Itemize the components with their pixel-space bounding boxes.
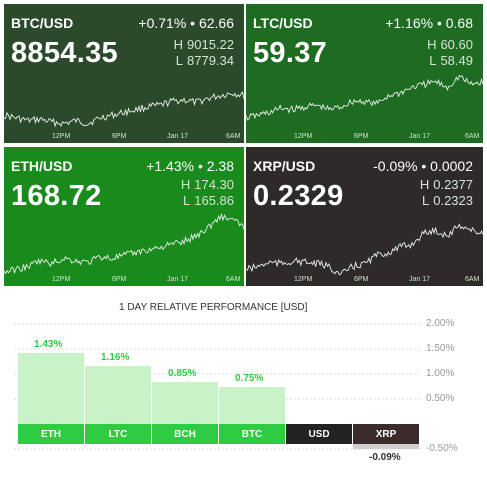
- pair-name: XRP/USD: [253, 158, 316, 174]
- high-key: H: [427, 37, 437, 52]
- x-label: 12PM: [294, 276, 313, 283]
- x-label: 6AM: [465, 133, 480, 140]
- high-row: H 174.30: [181, 177, 234, 192]
- xrp-usd-tile[interactable]: XRP/USD -0.09% • 0.0002 0.2329 H 0.2377 L…: [246, 147, 483, 286]
- category-chip-usd[interactable]: USD: [286, 424, 352, 444]
- performance-title: 1 DAY RELATIVE PERFORMANCE [USD]: [119, 302, 308, 313]
- y-tick-label: 1.50%: [426, 343, 455, 354]
- price-value: 0.2329: [253, 180, 344, 212]
- x-label: Jan 17: [167, 276, 189, 283]
- value-label: 0.85%: [168, 367, 197, 379]
- price-line: [246, 223, 483, 276]
- low-value: 0.2323: [433, 193, 473, 208]
- x-label: 6PM: [112, 133, 127, 140]
- low-row: L 0.2323: [422, 193, 473, 208]
- price-value: 8854.35: [11, 37, 118, 69]
- low-key: L: [175, 53, 183, 68]
- high-key: H: [180, 177, 191, 192]
- price-line: [4, 212, 244, 275]
- high-value: 9015.22: [187, 37, 234, 52]
- high-row: H 0.2377: [420, 177, 473, 192]
- y-tick-label: 1.00%: [426, 368, 455, 379]
- ltc-sparkline: [246, 74, 483, 121]
- value-label: 0.75%: [235, 372, 264, 384]
- bar-ltc: [85, 366, 151, 424]
- low-row: L 8779.34: [176, 53, 234, 68]
- x-label: Jan 17: [167, 133, 189, 140]
- pair-name: ETH/USD: [11, 158, 73, 174]
- low-row: L 165.86: [183, 193, 234, 208]
- category-chip-bch[interactable]: BCH: [152, 424, 218, 444]
- bar-btc: [219, 386, 285, 424]
- x-label: 6AM: [226, 276, 241, 283]
- y-tick-label: 2.00%: [426, 318, 455, 329]
- x-label: 6PM: [112, 276, 127, 283]
- x-label: Jan 17: [409, 133, 431, 140]
- x-label: 6AM: [226, 133, 241, 140]
- change-text: -0.09% • 0.0002: [373, 158, 473, 174]
- pair-name: LTC/USD: [253, 15, 313, 31]
- low-key: L: [429, 53, 437, 68]
- low-value: 58.49: [440, 53, 473, 68]
- value-label: 1.16%: [101, 352, 130, 363]
- y-tick-label: -0.50%: [426, 443, 458, 454]
- price-value: 59.37: [253, 37, 328, 69]
- bar-bch: [152, 381, 218, 424]
- value-label: 1.43%: [34, 338, 63, 350]
- high-value: 174.30: [194, 177, 234, 192]
- low-value: 8779.34: [187, 53, 234, 68]
- x-label: 12PM: [294, 133, 313, 140]
- eth-sparkline: [4, 212, 244, 275]
- high-key: H: [173, 37, 183, 52]
- high-value: 60.60: [440, 37, 473, 52]
- change-text: +1.16% • 0.68: [385, 15, 473, 31]
- x-label: 6PM: [354, 276, 369, 283]
- high-row: H 9015.22: [174, 37, 234, 52]
- category-chip-btc[interactable]: BTC: [219, 424, 285, 444]
- high-row: H 60.60: [427, 37, 473, 52]
- x-label: Jan 17: [409, 276, 431, 283]
- low-key: L: [183, 193, 191, 208]
- ltc-usd-tile[interactable]: LTC/USD +1.16% • 0.68 59.37 H 60.60 L 58.4…: [246, 4, 483, 143]
- high-value: 0.2377: [433, 177, 473, 192]
- low-value: 165.86: [194, 193, 234, 208]
- x-label: 6AM: [465, 276, 480, 283]
- x-label: 12PM: [52, 276, 71, 283]
- eth-usd-tile[interactable]: ETH/USD +1.43% • 2.38 168.72 H 174.30 L 16…: [4, 147, 244, 286]
- btc-usd-tile[interactable]: BTC/USD +0.71% • 62.66 8854.35 H 9015.22 …: [4, 4, 244, 143]
- category-chip-ltc[interactable]: LTC: [85, 424, 151, 444]
- btc-sparkline: [4, 90, 244, 128]
- price-value: 168.72: [11, 180, 102, 212]
- pair-name: BTC/USD: [11, 15, 74, 31]
- bar-eth: [18, 352, 84, 424]
- value-label: -0.09%: [369, 452, 401, 463]
- category-chip-xrp[interactable]: XRP: [353, 424, 419, 444]
- low-key: L: [422, 193, 430, 208]
- change-text: +1.43% • 2.38: [146, 158, 234, 174]
- price-line: [4, 90, 244, 128]
- bar-xrp: [353, 444, 419, 449]
- high-key: H: [419, 177, 430, 192]
- price-line: [246, 74, 483, 121]
- change-text: +0.71% • 62.66: [138, 15, 234, 31]
- category-chip-eth[interactable]: ETH: [18, 424, 84, 444]
- x-label: 6PM: [354, 133, 369, 140]
- y-tick-label: 0.50%: [426, 393, 455, 404]
- x-label: 12PM: [52, 133, 71, 140]
- xrp-sparkline: [246, 223, 483, 276]
- low-row: L 58.49: [429, 53, 473, 68]
